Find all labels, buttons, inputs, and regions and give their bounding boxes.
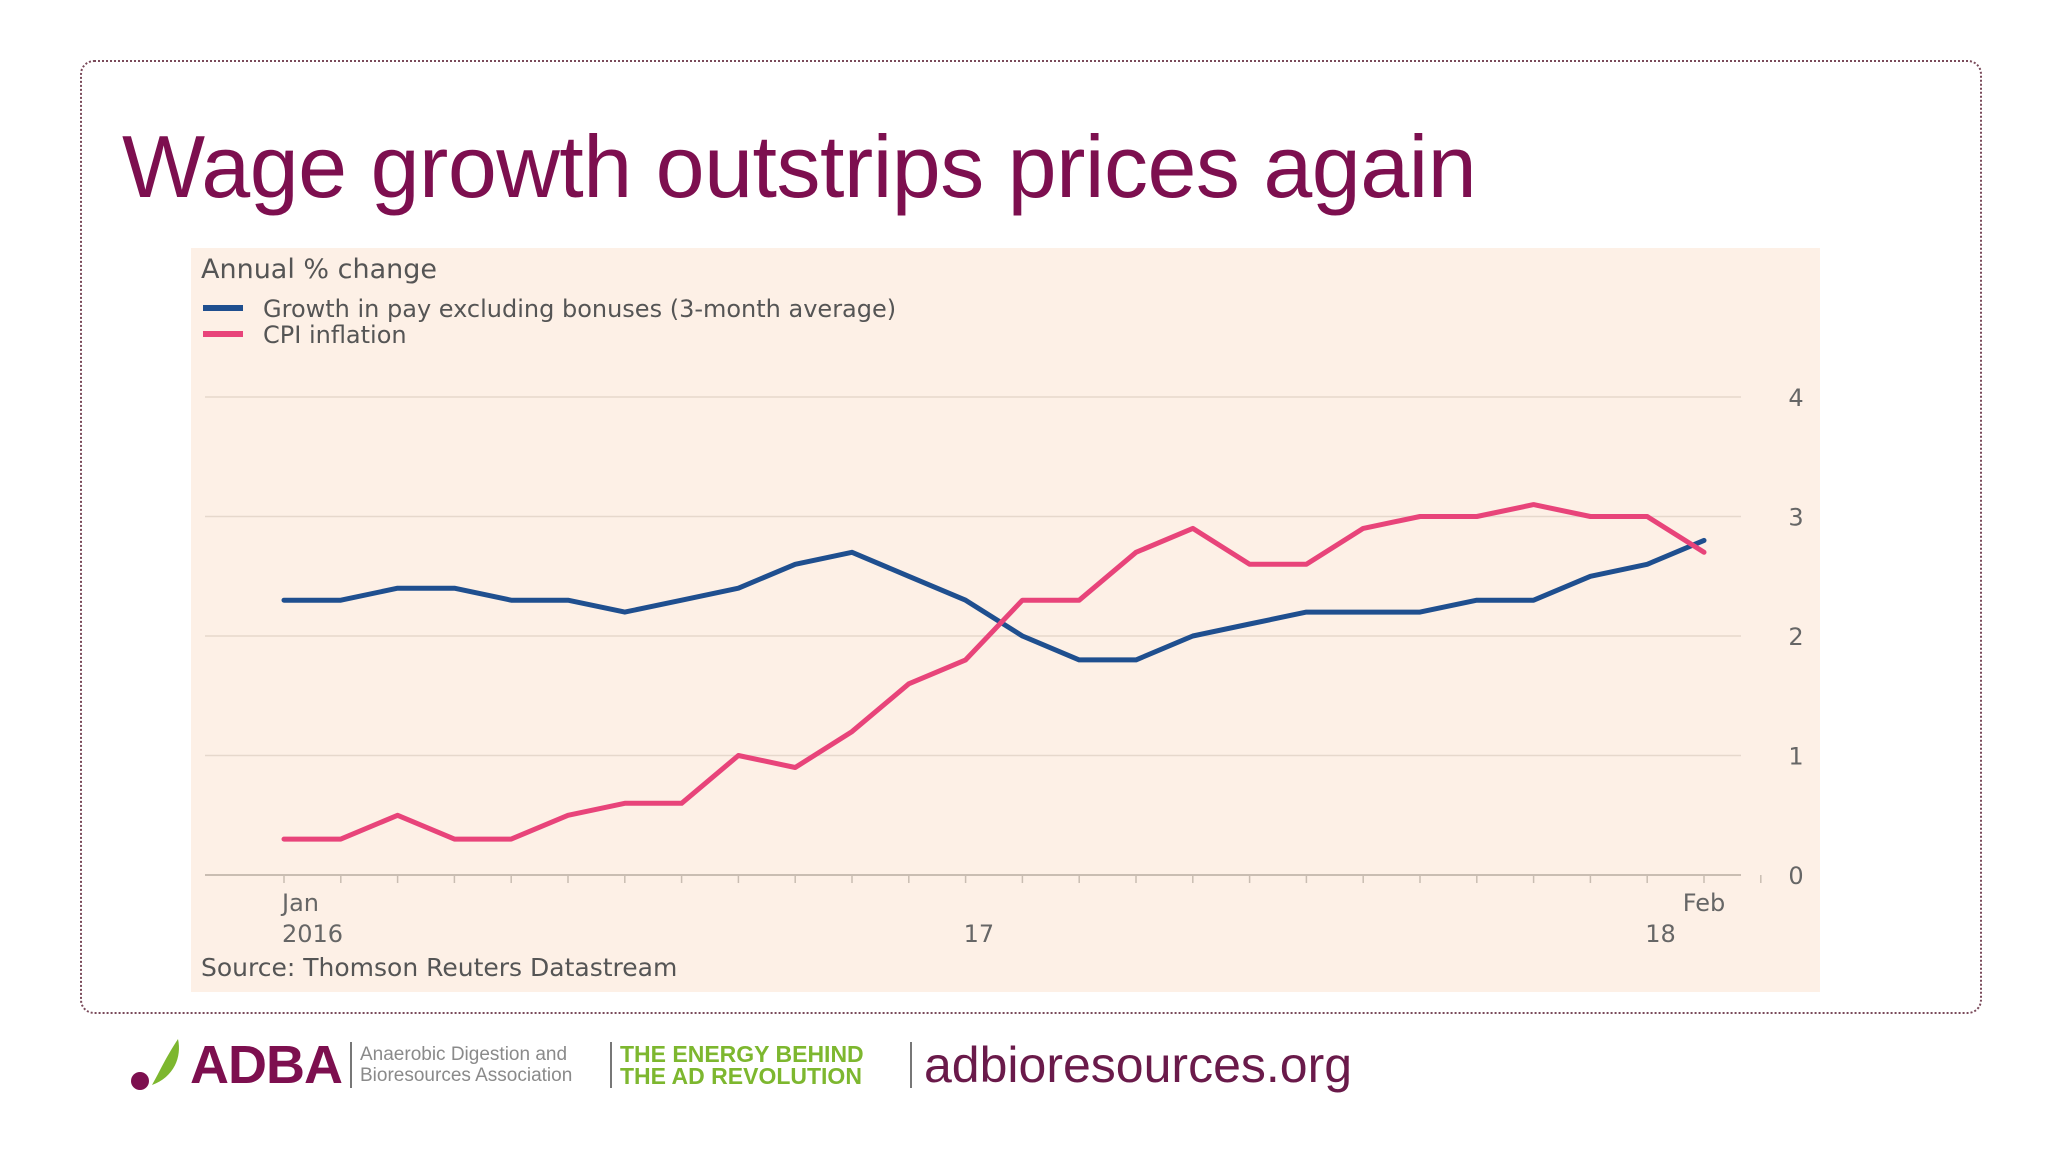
chart-source: Source: Thomson Reuters Datastream	[201, 953, 677, 982]
org-name: Anaerobic Digestion and Bioresources Ass…	[360, 1044, 602, 1086]
x-tick-label: Jan	[280, 889, 319, 917]
series-line-cpi-inflation	[281, 502, 1707, 842]
tagline-line1: THE ENERGY BEHIND	[620, 1041, 864, 1067]
tagline-line2: THE AD REVOLUTION	[620, 1063, 862, 1089]
footer-divider	[350, 1042, 352, 1088]
y-tick-label: 1	[1788, 743, 1803, 771]
x-tick-label: 17	[964, 920, 995, 948]
slide-frame	[80, 60, 1982, 1014]
legend-label-pay: Growth in pay excluding bonuses (3-month…	[263, 295, 896, 323]
footer-divider	[610, 1042, 612, 1088]
org-name-line1: Anaerobic Digestion and	[360, 1044, 568, 1065]
legend-label-cpi: CPI inflation	[263, 321, 407, 349]
series-lines	[281, 502, 1707, 842]
footer: ADBA Anaerobic Digestion and Bioresource…	[126, 1030, 1352, 1100]
org-name-line2: Bioresources Association	[360, 1065, 573, 1086]
line-chart: Annual % change Growth in pay excluding …	[201, 254, 1804, 982]
y-tick-label: 3	[1788, 504, 1803, 532]
adba-leaf-logo-icon	[131, 1039, 179, 1090]
website-link[interactable]: adbioresources.org	[924, 1037, 1353, 1093]
chart-panel: Annual % change Growth in pay excluding …	[191, 248, 1820, 992]
footer-divider	[910, 1042, 912, 1088]
y-tick-label: 4	[1788, 384, 1803, 412]
adba-logo-text: ADBA	[190, 1035, 343, 1095]
grid-lines	[205, 396, 1741, 876]
x-tick-label: Feb	[1683, 889, 1726, 917]
y-axis-label: Annual % change	[201, 254, 437, 285]
series-line-pay-growth	[281, 537, 1707, 663]
x-tick-label: 18	[1645, 920, 1676, 948]
y-tick-label: 2	[1788, 623, 1803, 651]
y-tick-labels: 0 1 2 3 4	[1788, 384, 1803, 890]
y-tick-label: 0	[1788, 862, 1803, 890]
tagline: THE ENERGY BEHIND THE AD REVOLUTION	[620, 1041, 902, 1089]
slide-title: Wage growth outstrips prices again	[122, 117, 1477, 216]
x-tick-label: 2016	[282, 920, 343, 948]
